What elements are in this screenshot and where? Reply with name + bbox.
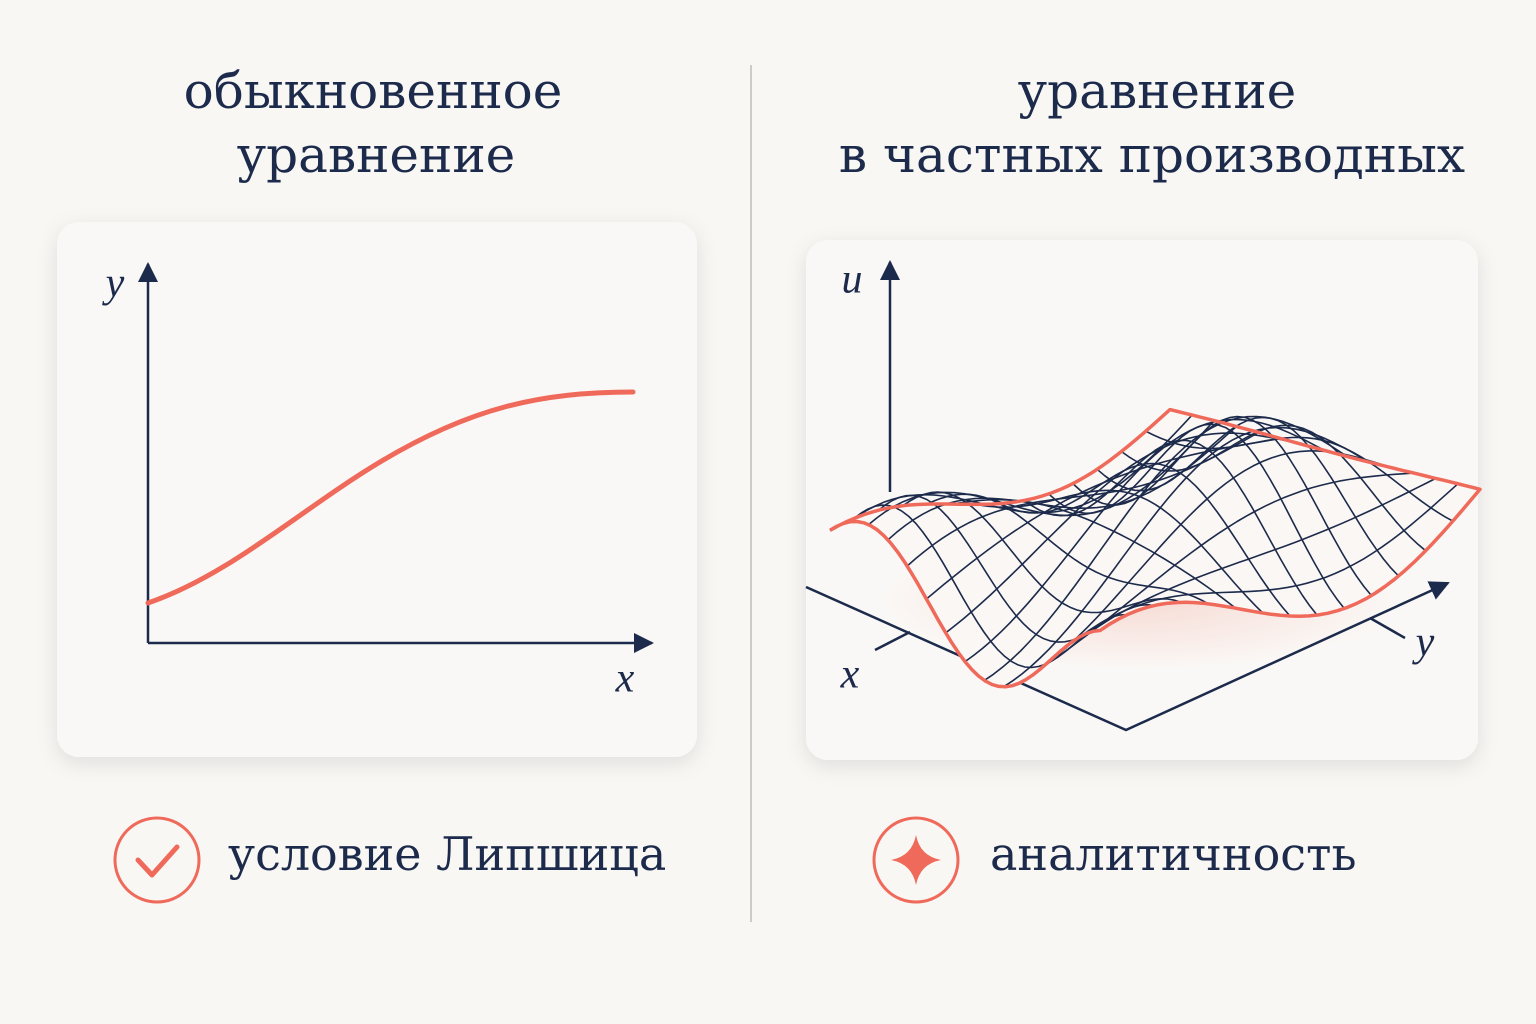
title-line: уравнение	[1018, 62, 1297, 120]
surface	[829, 407, 1482, 689]
axis-label: x	[615, 656, 635, 702]
condition: аналитичность	[990, 827, 1357, 881]
card	[57, 222, 697, 757]
grid-line	[983, 415, 1348, 682]
y-tick	[1369, 616, 1406, 640]
solution-curve	[145, 389, 636, 606]
surface-fill	[830, 409, 1480, 687]
grid-line	[1072, 415, 1373, 597]
check-icon	[113, 816, 201, 904]
grid-line	[1145, 430, 1454, 522]
axis-label: y	[102, 261, 125, 307]
sparkle-icon	[872, 816, 960, 904]
grid-line	[1096, 416, 1400, 577]
grid-line	[1003, 426, 1370, 688]
base-axes	[805, 581, 1450, 732]
x-tick	[874, 630, 911, 652]
grid-line	[1048, 423, 1345, 609]
condition: условие Липшица	[228, 827, 666, 881]
check-mark	[135, 844, 180, 878]
axis-label: x	[840, 652, 860, 698]
title-line: обыкновенное	[184, 62, 563, 120]
grid-line	[1120, 424, 1427, 552]
axis-label: u	[842, 257, 863, 303]
title-line: уравнение	[237, 126, 516, 184]
grid-line	[1080, 483, 1459, 637]
title-line: в частных производных	[839, 126, 1465, 184]
surface-edge	[829, 407, 1482, 689]
grid-line	[964, 418, 1326, 663]
axis-label: y	[1412, 620, 1435, 666]
sparkle	[891, 835, 941, 885]
